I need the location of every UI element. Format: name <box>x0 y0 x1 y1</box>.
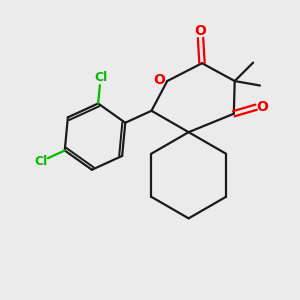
Text: Cl: Cl <box>34 155 48 168</box>
Text: O: O <box>153 74 165 88</box>
Text: O: O <box>257 100 268 114</box>
Text: Cl: Cl <box>94 71 107 84</box>
Text: O: O <box>195 24 206 38</box>
